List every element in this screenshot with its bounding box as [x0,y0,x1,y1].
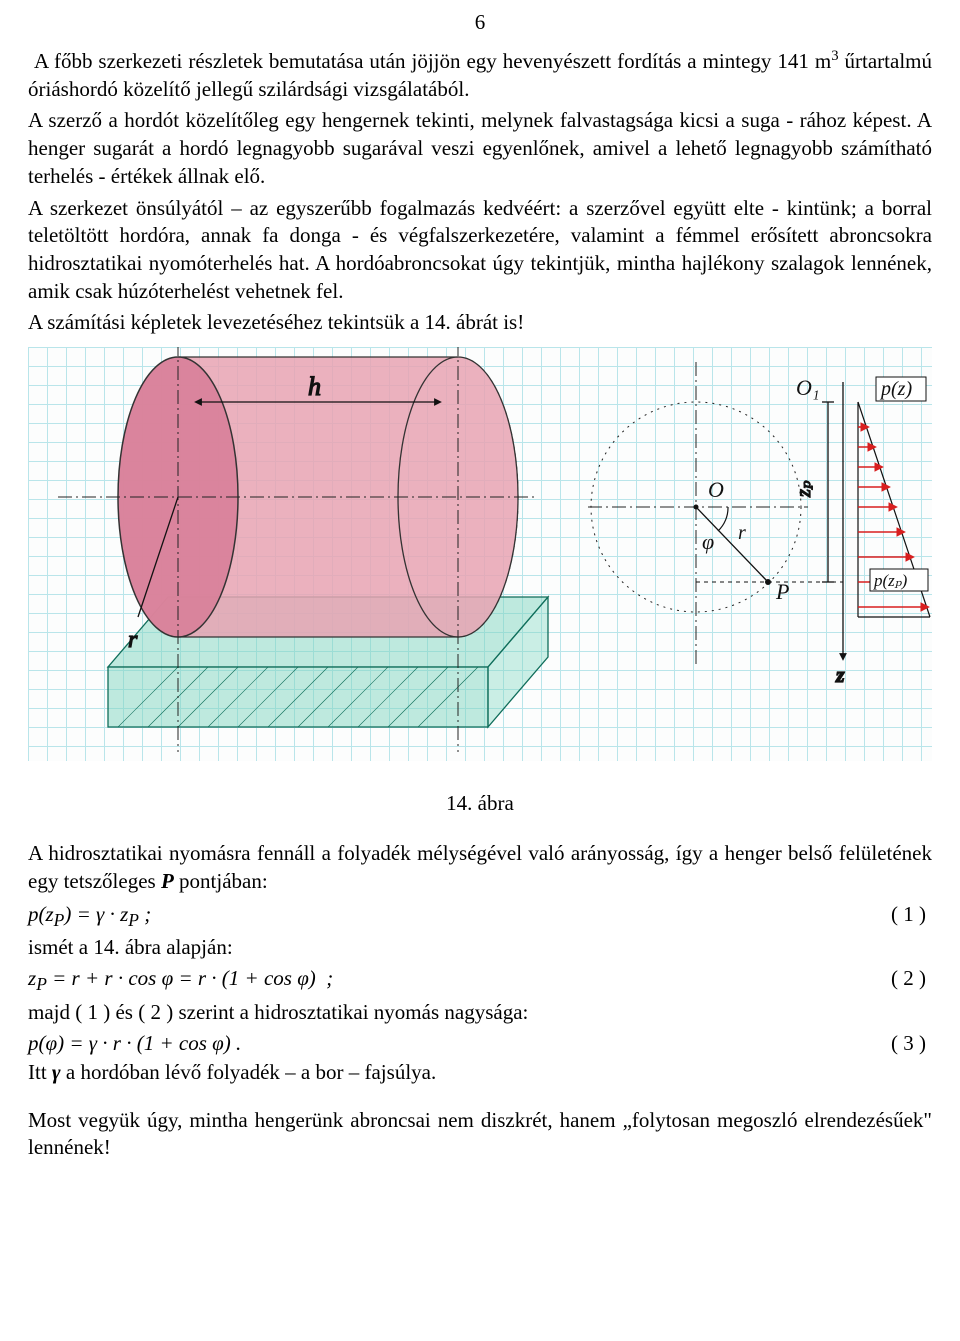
paragraph-3: A szerkezet önsúlyától – az egyszerűbb f… [28,195,932,306]
equation-3: p(φ) = γ · r · (1 + cos φ) . ( 3 ) [28,1029,932,1057]
paragraph-1: A főbb szerkezeti részletek bemutatása u… [28,47,932,103]
label-z: z [835,662,845,687]
label-r: r [128,627,138,653]
label-O: O [708,477,724,502]
label-phi: φ [702,529,714,554]
line-after-eq2: majd ( 1 ) és ( 2 ) szerint a hidrosztat… [28,999,932,1027]
label-zP: zₚ [793,480,815,498]
label-pzP: p(zₚ) [873,571,908,590]
label-O1: O₁ [796,375,820,400]
paragraph-2: A szerző a hordót közelítőleg egy henger… [28,107,932,190]
label-h: h [308,372,321,401]
line-after-eq1: ismét a 14. ábra alapján: [28,934,932,962]
paragraph-6: Most vegyük úgy, mintha hengerünk abronc… [28,1107,932,1162]
paragraph-5: A hidrosztatikai nyomásra fennáll a foly… [28,840,932,895]
svg-text:r: r [738,522,746,544]
figure-14: h r O O₁ P r [28,347,932,761]
page-number: 6 [28,10,932,35]
equation-2: zP = r + r · cos φ = r · (1 + cos φ) ; (… [28,964,932,997]
line-after-eq3: Itt γ a hordóban lévő folyadék – a bor –… [28,1059,932,1087]
paragraph-4: A számítási képletek levezetéséhez tekin… [28,309,932,337]
label-P: P [775,579,789,604]
z-axis: z zₚ [793,382,845,687]
label-pz: p(z) [879,378,912,400]
figure-caption: 14. ábra [28,791,932,816]
equation-1: p(zP) = γ · zP ; ( 1 ) [28,900,932,933]
pressure-diagram: p(z) p(zₚ) [858,377,930,617]
